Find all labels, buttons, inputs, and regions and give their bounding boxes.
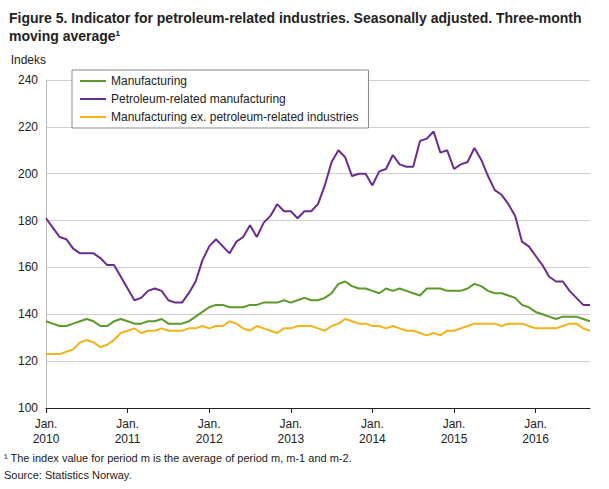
svg-text:200: 200 — [18, 167, 38, 181]
svg-text:¹ The index value for period m: ¹ The index value for period m is the av… — [4, 452, 352, 464]
svg-text:Source: Statistics Norway.: Source: Statistics Norway. — [4, 469, 132, 481]
svg-text:Jan.: Jan. — [116, 417, 139, 431]
svg-text:Figure 5. Indicator for petrol: Figure 5. Indicator for petroleum-relate… — [9, 10, 585, 26]
svg-text:Jan.: Jan. — [361, 417, 384, 431]
svg-text:240: 240 — [18, 73, 38, 87]
svg-text:Jan.: Jan. — [443, 417, 466, 431]
svg-text:100: 100 — [18, 401, 38, 415]
svg-text:2015: 2015 — [441, 432, 468, 446]
svg-text:Indeks: Indeks — [11, 53, 46, 67]
svg-text:Jan.: Jan. — [279, 417, 302, 431]
svg-text:160: 160 — [18, 260, 38, 274]
svg-text:220: 220 — [18, 120, 38, 134]
svg-text:2011: 2011 — [115, 432, 141, 446]
svg-text:2010: 2010 — [33, 432, 60, 446]
svg-text:180: 180 — [18, 214, 38, 228]
svg-text:Manufacturing: Manufacturing — [111, 74, 187, 88]
svg-text:2012: 2012 — [196, 432, 223, 446]
svg-text:Jan.: Jan. — [198, 417, 221, 431]
svg-text:120: 120 — [18, 354, 38, 368]
svg-text:140: 140 — [18, 307, 38, 321]
svg-text:2014: 2014 — [359, 432, 386, 446]
svg-text:Petroleum-related manufacturin: Petroleum-related manufacturing — [111, 92, 286, 106]
svg-text:2016: 2016 — [522, 432, 549, 446]
svg-text:Jan.: Jan. — [524, 417, 547, 431]
svg-text:moving average¹: moving average¹ — [9, 28, 121, 44]
svg-text:Manufacturing ex. petroleum-re: Manufacturing ex. petroleum-related indu… — [111, 110, 358, 124]
svg-text:2013: 2013 — [277, 432, 304, 446]
svg-text:Jan.: Jan. — [35, 417, 58, 431]
